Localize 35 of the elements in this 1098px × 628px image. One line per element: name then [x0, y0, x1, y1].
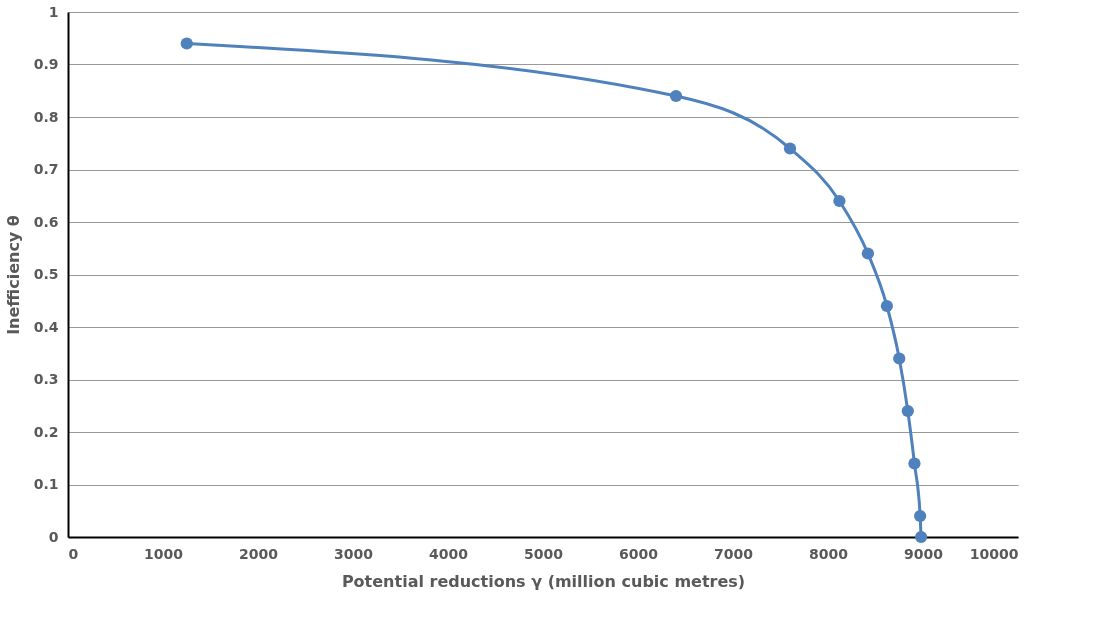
y-tick-label: 0.3	[33, 371, 59, 387]
x-tick-label: 4000	[429, 545, 469, 562]
point	[908, 457, 921, 470]
y-tick-label: 0.2	[33, 423, 59, 440]
x-tick-label: 10000	[969, 545, 1019, 562]
point	[893, 352, 906, 365]
point	[914, 530, 928, 544]
x-tick-label: 6000	[619, 545, 659, 562]
point	[901, 404, 914, 418]
y-tick-label: 0.7	[33, 161, 59, 177]
x-axis-title: Potential reductions γ (million cubic metres)	[341, 571, 746, 591]
point	[180, 37, 193, 50]
y-tick-label: 0.8	[33, 108, 59, 125]
y-tick-label: 0.4	[33, 318, 59, 335]
x-tick-label: 5000	[524, 545, 564, 562]
x-tick-label: 3000	[334, 545, 374, 562]
y-tick-label: 1	[48, 3, 59, 20]
y-tick-label: 0.9	[33, 56, 59, 72]
x-tick-label: 1000	[144, 545, 184, 562]
x-tick-label: 8000	[809, 545, 849, 562]
point	[669, 89, 683, 103]
x-tick-label: 7000	[714, 545, 754, 562]
x-tick-label: 9000	[904, 545, 944, 562]
y-tick-label: 0.1	[33, 476, 59, 492]
point	[914, 509, 927, 523]
y-tick-label: 0.5	[33, 266, 59, 282]
point	[880, 299, 894, 313]
point	[783, 142, 797, 155]
y-tick-label: 0.6	[33, 213, 59, 230]
y-tick-label: 0	[48, 528, 59, 545]
x-tick-label: 0	[68, 545, 79, 562]
x-tick-label: 2000	[239, 545, 279, 562]
point	[861, 247, 875, 260]
point	[833, 194, 846, 208]
y-axis-title: Inefficiency θ	[3, 215, 23, 335]
